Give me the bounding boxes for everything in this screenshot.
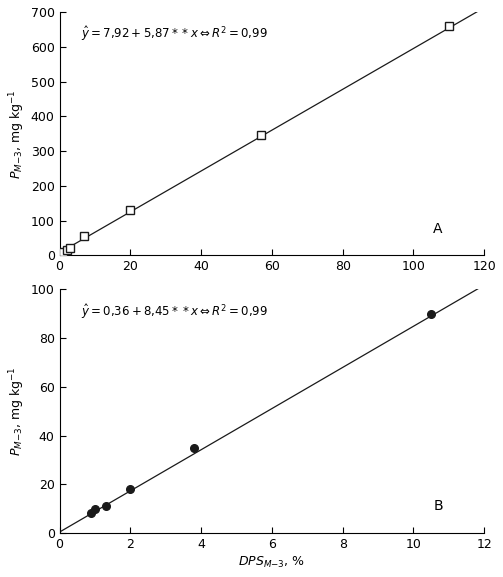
Text: $\hat{y} = 0{,}36 + 8{,}45 * *x \Leftrightarrow R^2 = 0{,}99$: $\hat{y} = 0{,}36 + 8{,}45 * *x \Leftrig…	[81, 302, 268, 321]
Text: $\hat{y} = 7{,}92 + 5{,}87 * *x \Leftrightarrow R^2 = 0{,}99$: $\hat{y} = 7{,}92 + 5{,}87 * *x \Leftrig…	[81, 24, 268, 43]
Y-axis label: $P_{M\mathregular{-3}}$, mg kg$^{-1}$: $P_{M\mathregular{-3}}$, mg kg$^{-1}$	[7, 89, 27, 178]
Y-axis label: $P_{M\mathregular{-3}}$, mg kg$^{-1}$: $P_{M\mathregular{-3}}$, mg kg$^{-1}$	[7, 366, 27, 456]
X-axis label: $DPS_{M\mathregular{-3}}$, %: $DPS_{M\mathregular{-3}}$, %	[238, 555, 305, 570]
Text: A: A	[433, 222, 443, 236]
Text: B: B	[433, 500, 443, 514]
